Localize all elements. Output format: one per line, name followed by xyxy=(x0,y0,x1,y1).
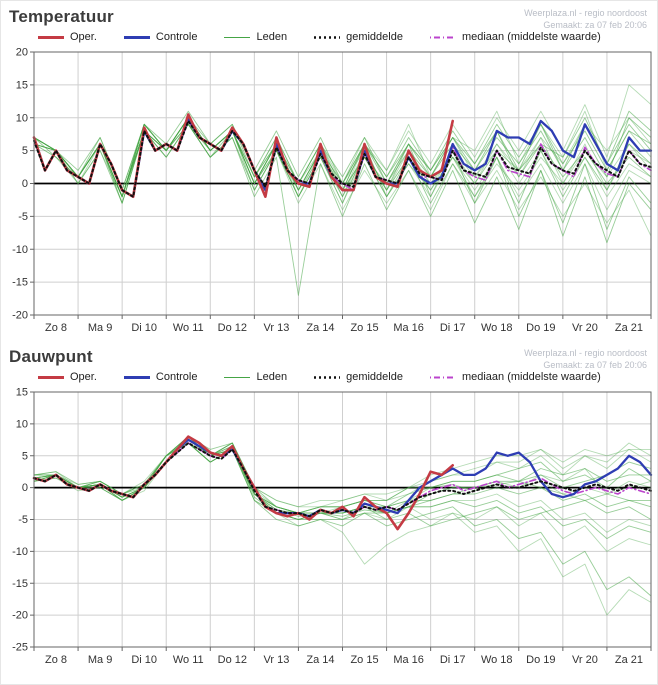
x-tick-label: Wo 11 xyxy=(173,654,204,666)
legend-line-sample-icon xyxy=(224,36,251,38)
legend-line-sample-icon xyxy=(429,36,456,38)
legend-label: Oper. xyxy=(70,31,97,43)
x-tick-label: Di 17 xyxy=(440,654,466,666)
x-tick-label: Do 12 xyxy=(218,654,247,666)
legend-line-sample-icon xyxy=(38,375,64,379)
y-tick-label: -25 xyxy=(12,642,28,654)
x-tick-label: Za 21 xyxy=(615,654,643,666)
x-tick-label: Zo 15 xyxy=(350,322,378,334)
legend-label: Controle xyxy=(155,31,198,43)
legend-item-gemiddelde: gemiddelde xyxy=(313,371,403,383)
chart-header: Oper. Controle Leden gemiddelde mediaan (mid… xyxy=(1,348,657,386)
x-tick-label: Zo 15 xyxy=(350,654,378,666)
y-tick-label: 0 xyxy=(22,482,28,494)
y-tick-label: 20 xyxy=(16,47,28,59)
y-tick-label: 5 xyxy=(22,450,28,462)
legend-item-controle: Controle xyxy=(123,371,198,383)
legend-label: gemiddelde xyxy=(346,31,403,43)
x-tick-label: Vr 20 xyxy=(572,654,598,666)
x-tick-label: Za 21 xyxy=(615,322,643,334)
x-tick-label: Ma 16 xyxy=(393,322,424,334)
x-tick-label: Ma 9 xyxy=(88,654,112,666)
y-tick-label: -15 xyxy=(12,277,28,289)
y-tick-label: -10 xyxy=(12,244,28,256)
x-tick-label: Do 12 xyxy=(218,322,247,334)
y-tick-label: 10 xyxy=(16,112,28,124)
dewpoint-plot: -25 -20 -15 -10 -5 0 5 10 15 Zo 8 Ma 9 Di 10 Wo 11 Do… xyxy=(12,387,653,666)
x-tick-label: Vr 20 xyxy=(572,322,598,334)
y-tick-label: -5 xyxy=(18,211,28,223)
legend-item-controle: Controle xyxy=(123,31,198,43)
legend-item-mediaan-middelste-waarde: mediaan (middelste waarde) xyxy=(429,31,601,43)
series-line-gemiddelde xyxy=(33,442,652,518)
legend: Oper. Controle Leden gemiddelde mediaan (mid… xyxy=(37,28,657,46)
legend-line-sample-icon xyxy=(38,35,64,39)
x-tick-label: Ma 9 xyxy=(88,322,112,334)
chart-section-temperatuur: Temperatuur Oper. Controle Leden gemiddelde… xyxy=(1,7,657,337)
x-tick-label: Di 10 xyxy=(131,322,157,334)
x-tick-label: Vr 13 xyxy=(263,322,289,334)
page-title: Temperatuur xyxy=(9,7,114,26)
legend-item-mediaan-middelste-waarde: mediaan (middelste waarde) xyxy=(429,371,601,383)
legend-line-sample-icon xyxy=(123,375,150,379)
legend-item-oper: Oper. xyxy=(37,371,97,383)
legend-label: Leden xyxy=(256,371,288,383)
x-tick-label: Ma 16 xyxy=(393,654,424,666)
ensemble-member-line xyxy=(34,436,652,508)
legend-label: mediaan (middelste waarde) xyxy=(461,31,601,43)
ensemble-member-line xyxy=(34,436,651,508)
y-tick-label: 15 xyxy=(16,387,28,399)
y-tick-label: 15 xyxy=(16,79,28,91)
legend-item-gemiddelde: gemiddelde xyxy=(313,31,403,43)
y-tick-label: -15 xyxy=(12,578,28,590)
y-tick-label: -5 xyxy=(18,514,28,526)
legend-item-leden: Leden xyxy=(223,371,287,383)
y-tick-label: 10 xyxy=(16,418,28,430)
legend-item-leden: Leden xyxy=(223,31,287,43)
y-tick-label: -10 xyxy=(12,546,28,558)
x-tick-label: Zo 8 xyxy=(45,322,67,334)
y-tick-label: 5 xyxy=(22,145,28,157)
legend-line-sample-icon xyxy=(429,376,456,378)
x-tick-label: Zo 8 xyxy=(45,654,67,666)
legend-line-sample-icon xyxy=(123,35,150,39)
series-line-gemiddelde xyxy=(33,120,652,198)
legend-line-sample-icon xyxy=(314,375,341,379)
legend-line-sample-icon xyxy=(314,35,341,39)
temperature-plot: -20 -15 -10 -5 0 5 10 15 20 Zo 8 Ma 9 Di 10 Wo 11 Do … xyxy=(12,47,653,334)
x-tick-label: Za 14 xyxy=(306,654,334,666)
legend-label: Controle xyxy=(155,371,198,383)
x-tick-label: Di 10 xyxy=(131,654,157,666)
x-tick-label: Vr 13 xyxy=(263,654,289,666)
series-line-oper xyxy=(32,435,455,531)
x-tick-label: Wo 18 xyxy=(481,322,513,334)
y-tick-label: 0 xyxy=(22,178,28,190)
legend-label: gemiddelde xyxy=(346,371,403,383)
x-tick-label: Do 19 xyxy=(526,654,555,666)
x-tick-label: Za 14 xyxy=(306,322,334,334)
y-tick-label: -20 xyxy=(12,610,28,622)
legend-label: Oper. xyxy=(70,371,97,383)
legend-label: Leden xyxy=(256,31,288,43)
legend: Oper. Controle Leden gemiddelde mediaan (mid… xyxy=(37,368,657,386)
legend-line-sample-icon xyxy=(224,376,251,378)
legend-item-oper: Oper. xyxy=(37,31,97,43)
ensemble-member-line xyxy=(33,123,652,230)
chart-section-dauwpunt: Dauwpunt Oper. Controle Leden gemiddelde med… xyxy=(1,347,657,669)
x-tick-label: Di 17 xyxy=(440,322,466,334)
chart-header: Oper. Controle Leden gemiddelde mediaan (mid… xyxy=(1,8,657,46)
x-tick-label: Do 19 xyxy=(526,322,555,334)
x-tick-label: Wo 11 xyxy=(173,322,204,334)
legend-label: mediaan (middelste waarde) xyxy=(461,371,601,383)
page-title: Dauwpunt xyxy=(9,347,93,366)
x-tick-label: Wo 18 xyxy=(481,654,513,666)
y-tick-label: -20 xyxy=(12,310,28,322)
